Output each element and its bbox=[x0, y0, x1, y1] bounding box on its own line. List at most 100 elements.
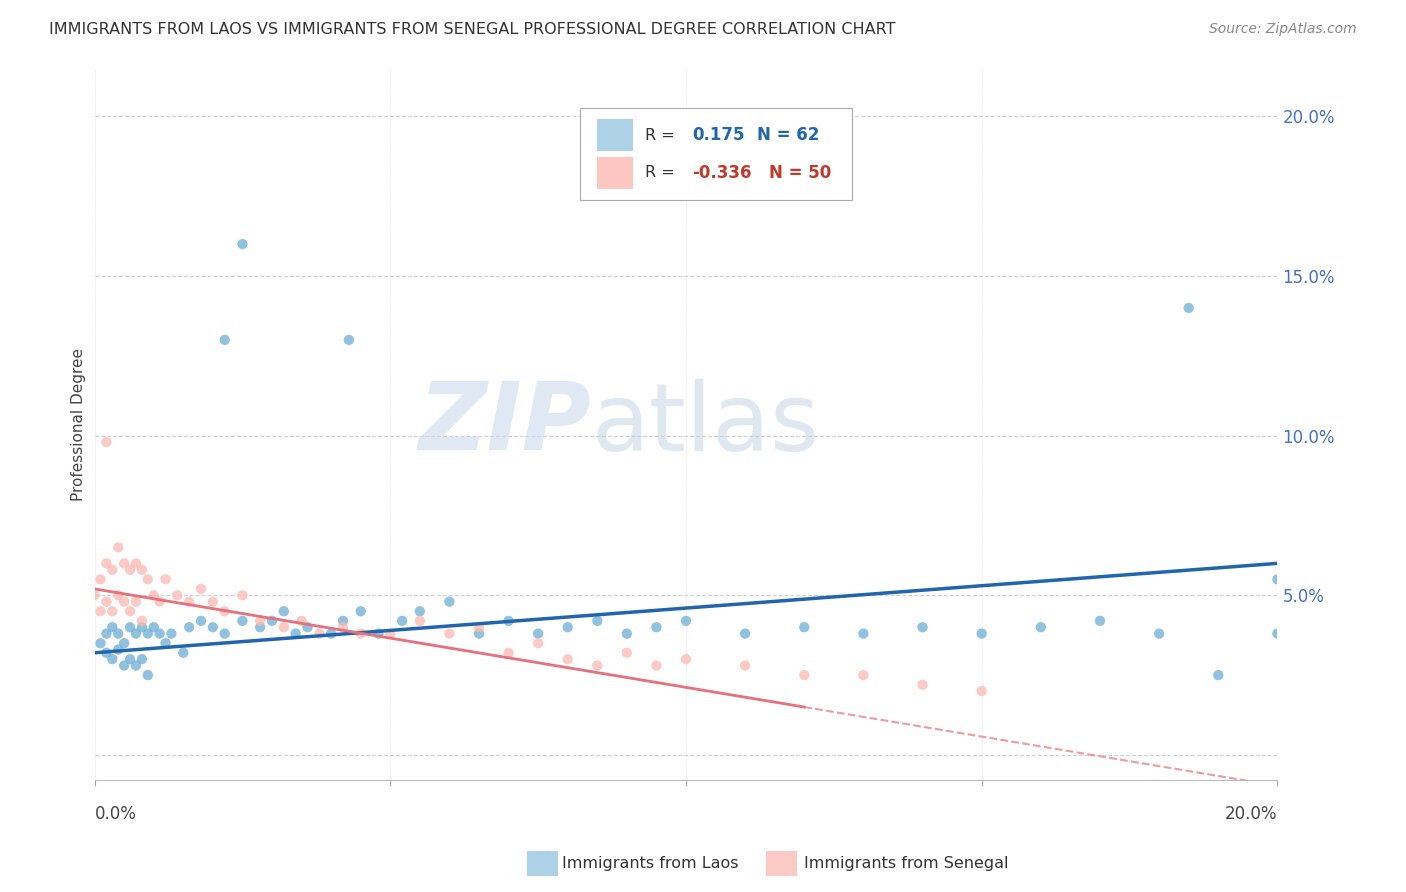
Point bbox=[155, 572, 177, 586]
Point bbox=[645, 620, 668, 634]
Point bbox=[155, 636, 177, 650]
Point bbox=[125, 626, 148, 640]
Point bbox=[586, 658, 609, 673]
FancyBboxPatch shape bbox=[579, 108, 852, 200]
Text: ZIP: ZIP bbox=[419, 378, 592, 470]
Point bbox=[131, 614, 153, 628]
Point bbox=[498, 614, 520, 628]
Point bbox=[586, 614, 609, 628]
Point bbox=[1029, 620, 1052, 634]
Point bbox=[214, 626, 236, 640]
Point bbox=[120, 604, 142, 618]
Point bbox=[380, 626, 402, 640]
Point bbox=[439, 626, 461, 640]
Point bbox=[290, 614, 312, 628]
Point bbox=[249, 614, 271, 628]
Point bbox=[308, 626, 330, 640]
Point bbox=[332, 620, 354, 634]
Text: 0.175: 0.175 bbox=[692, 126, 744, 145]
Point bbox=[96, 626, 118, 640]
Point bbox=[468, 626, 491, 640]
Point bbox=[391, 614, 413, 628]
Point bbox=[101, 604, 124, 618]
Point bbox=[131, 652, 153, 666]
Point bbox=[96, 435, 118, 450]
Point bbox=[112, 636, 135, 650]
FancyBboxPatch shape bbox=[598, 157, 633, 189]
Point bbox=[260, 614, 283, 628]
Point bbox=[214, 604, 236, 618]
Point bbox=[120, 620, 142, 634]
Point bbox=[468, 620, 491, 634]
Text: Immigrants from Laos: Immigrants from Laos bbox=[562, 856, 740, 871]
Point bbox=[201, 620, 224, 634]
Point bbox=[214, 333, 236, 347]
Point bbox=[793, 620, 815, 634]
Text: -0.336: -0.336 bbox=[692, 164, 751, 182]
Point bbox=[166, 588, 188, 602]
Point bbox=[1147, 626, 1170, 640]
Point bbox=[142, 620, 165, 634]
Point bbox=[136, 572, 159, 586]
Point bbox=[273, 620, 295, 634]
Point bbox=[179, 620, 201, 634]
Point bbox=[112, 557, 135, 571]
Point bbox=[297, 620, 319, 634]
Point bbox=[136, 668, 159, 682]
Point bbox=[557, 620, 579, 634]
Text: atlas: atlas bbox=[592, 378, 820, 470]
Point bbox=[409, 604, 432, 618]
Point bbox=[131, 620, 153, 634]
Point bbox=[149, 595, 172, 609]
Point bbox=[107, 626, 129, 640]
Point bbox=[970, 684, 993, 698]
Point bbox=[89, 604, 111, 618]
Point bbox=[734, 626, 756, 640]
Point bbox=[337, 333, 360, 347]
Point bbox=[793, 668, 815, 682]
Point bbox=[645, 658, 668, 673]
Point bbox=[852, 626, 875, 640]
Point bbox=[332, 614, 354, 628]
Point bbox=[350, 604, 373, 618]
Point bbox=[125, 557, 148, 571]
Point bbox=[120, 652, 142, 666]
Point bbox=[284, 626, 307, 640]
Point bbox=[734, 658, 756, 673]
Point bbox=[616, 646, 638, 660]
Point bbox=[911, 678, 934, 692]
Point bbox=[149, 626, 172, 640]
Point bbox=[350, 626, 373, 640]
Point bbox=[89, 636, 111, 650]
Point bbox=[911, 620, 934, 634]
Point bbox=[675, 614, 697, 628]
Point bbox=[142, 588, 165, 602]
Point bbox=[107, 642, 129, 657]
Point bbox=[96, 646, 118, 660]
Point bbox=[527, 636, 550, 650]
Point bbox=[201, 595, 224, 609]
Point bbox=[125, 595, 148, 609]
Point bbox=[89, 572, 111, 586]
Point bbox=[120, 563, 142, 577]
Point bbox=[231, 614, 253, 628]
Point bbox=[675, 652, 697, 666]
Point bbox=[101, 563, 124, 577]
Text: Immigrants from Senegal: Immigrants from Senegal bbox=[804, 856, 1008, 871]
Text: 20.0%: 20.0% bbox=[1225, 805, 1278, 823]
Point bbox=[970, 626, 993, 640]
Point bbox=[367, 626, 389, 640]
Text: IMMIGRANTS FROM LAOS VS IMMIGRANTS FROM SENEGAL PROFESSIONAL DEGREE CORRELATION : IMMIGRANTS FROM LAOS VS IMMIGRANTS FROM … bbox=[49, 22, 896, 37]
Point bbox=[112, 595, 135, 609]
Point bbox=[273, 604, 295, 618]
Point bbox=[409, 614, 432, 628]
Point bbox=[527, 626, 550, 640]
Text: R =: R = bbox=[644, 165, 675, 180]
Text: N = 62: N = 62 bbox=[756, 126, 820, 145]
Point bbox=[557, 652, 579, 666]
Point bbox=[112, 658, 135, 673]
Point bbox=[231, 588, 253, 602]
Point bbox=[179, 595, 201, 609]
Point bbox=[107, 541, 129, 555]
Point bbox=[107, 588, 129, 602]
